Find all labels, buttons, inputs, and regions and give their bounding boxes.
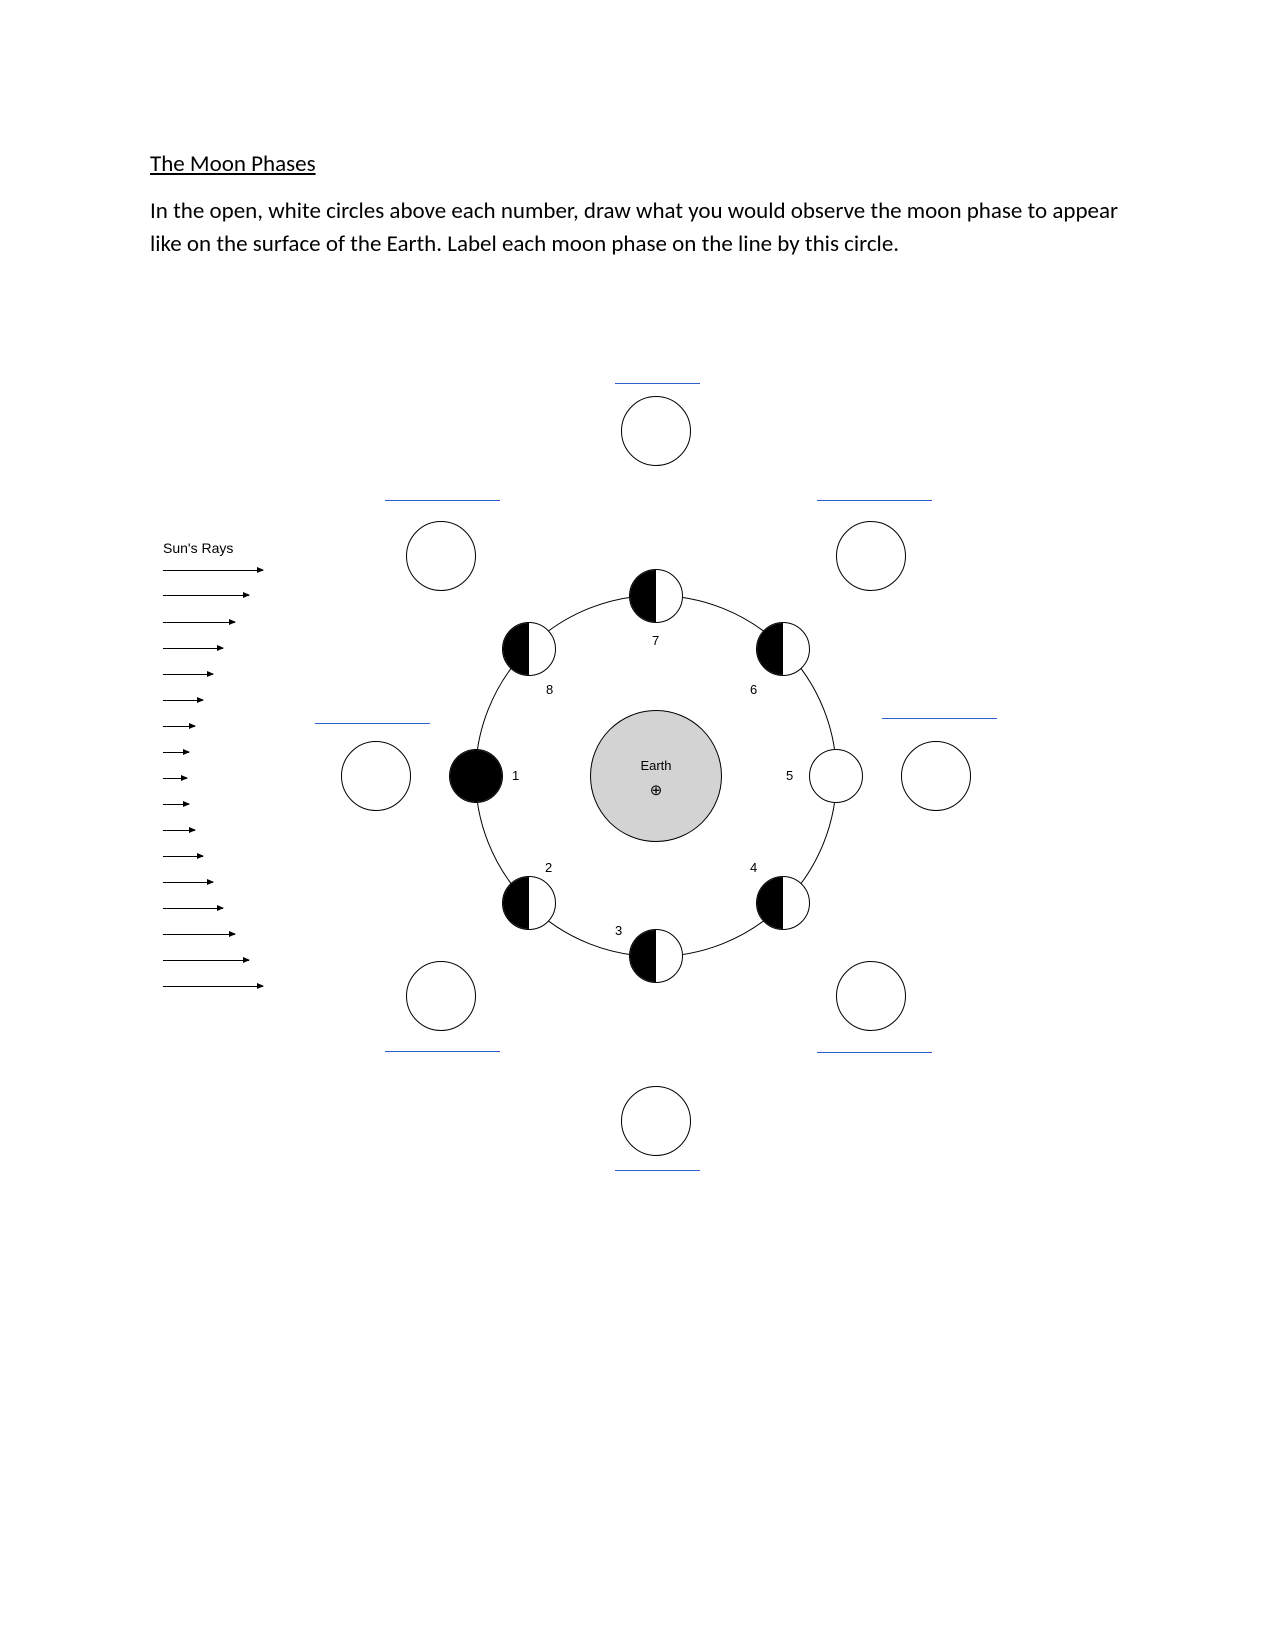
blank-line-2 xyxy=(385,500,500,501)
sun-ray-arrow xyxy=(163,622,235,623)
instructions-text: In the open, white circles above each nu… xyxy=(150,195,1120,262)
moon-number-2: 2 xyxy=(545,860,552,875)
page-title: The Moon Phases xyxy=(150,150,316,178)
earth-label: Earth xyxy=(591,758,721,773)
moon-number-5: 5 xyxy=(786,768,793,783)
orbit-moon-7 xyxy=(629,569,683,623)
orbit-moon-2 xyxy=(502,876,556,930)
answer-circle-2 xyxy=(836,521,906,591)
sun-ray-arrow xyxy=(163,960,249,961)
sun-ray-arrow xyxy=(163,856,203,857)
moon-number-7: 7 xyxy=(652,633,659,648)
answer-circle-3 xyxy=(901,741,971,811)
orbit-moon-4 xyxy=(756,876,810,930)
earth-symbol: ⊕ xyxy=(591,781,721,799)
moon-number-6: 6 xyxy=(750,682,757,697)
moon-number-8: 8 xyxy=(546,682,553,697)
sun-ray-arrow xyxy=(163,830,195,831)
sun-ray-arrow xyxy=(163,595,249,596)
answer-circle-7 xyxy=(341,741,411,811)
moon-number-4: 4 xyxy=(750,860,757,875)
sun-ray-arrow xyxy=(163,752,189,753)
moon-number-1: 1 xyxy=(512,768,519,783)
answer-circle-6 xyxy=(406,961,476,1031)
sun-ray-arrow xyxy=(163,674,213,675)
blank-line-3 xyxy=(817,500,932,501)
sun-ray-arrow xyxy=(163,934,235,935)
answer-circle-4 xyxy=(836,961,906,1031)
orbit-moon-6 xyxy=(756,622,810,676)
answer-circle-8 xyxy=(406,521,476,591)
blank-line-8 xyxy=(615,1170,700,1171)
blank-line-6 xyxy=(385,1051,500,1052)
sun-ray-arrow xyxy=(163,778,187,779)
sun-ray-arrow xyxy=(163,986,263,987)
answer-circle-5 xyxy=(621,1086,691,1156)
orbit-moon-8 xyxy=(502,622,556,676)
blank-line-1 xyxy=(615,383,700,384)
blank-line-4 xyxy=(315,723,430,724)
orbit-moon-3 xyxy=(629,929,683,983)
blank-line-5 xyxy=(882,718,997,719)
sun-ray-arrow xyxy=(163,804,189,805)
sun-ray-arrow xyxy=(163,726,195,727)
answer-circle-1 xyxy=(621,396,691,466)
sun-ray-arrow xyxy=(163,570,263,571)
moon-number-3: 3 xyxy=(615,923,622,938)
page: The Moon Phases In the open, white circl… xyxy=(0,0,1275,1651)
sun-ray-arrow xyxy=(163,700,203,701)
moon-phases-diagram: Sun's Rays Earth⊕12345678 xyxy=(210,370,1010,1200)
sun-rays-label: Sun's Rays xyxy=(163,540,233,556)
sun-ray-arrow xyxy=(163,648,223,649)
sun-ray-arrow xyxy=(163,882,213,883)
earth: Earth ⊕ xyxy=(590,710,722,842)
sun-ray-arrow xyxy=(163,908,223,909)
orbit-moon-5 xyxy=(809,749,863,803)
blank-line-7 xyxy=(817,1052,932,1053)
orbit-moon-1 xyxy=(449,749,503,803)
